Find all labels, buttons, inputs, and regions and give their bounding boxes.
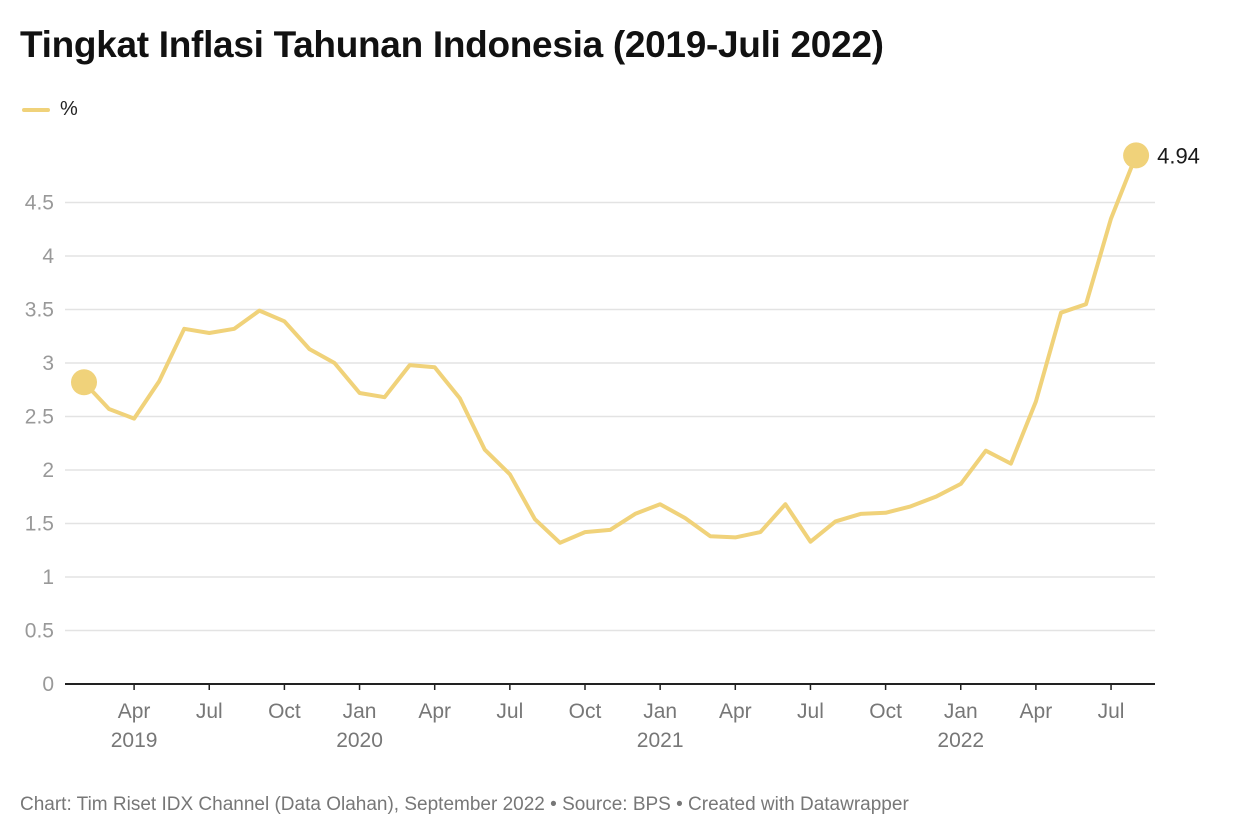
x-tick-year-label: 2019 [111, 729, 158, 752]
x-tick-label: Jul [797, 700, 824, 723]
x-tick-label: Jan [643, 700, 677, 723]
footer-credit: Chart: Tim Riset IDX Channel (Data Olaha… [20, 794, 909, 815]
x-tick-label: Oct [869, 700, 902, 723]
legend-label: % [60, 98, 78, 120]
x-tick-label: Jan [944, 700, 978, 723]
legend-swatch [22, 107, 50, 112]
y-tick-label: 0.5 [25, 620, 54, 643]
y-tick-label: 4 [42, 245, 54, 268]
y-tick-label: 4.5 [25, 192, 54, 215]
y-tick-label: 1 [42, 566, 54, 589]
y-tick-label: 1.5 [25, 513, 54, 536]
x-axis: Apr 2019 Jul Oct Jan 2020 Apr Jul Oct Jan 2021 Apr J… [65, 683, 1155, 752]
x-tick-label: Jul [1098, 700, 1125, 723]
legend: % [22, 98, 78, 121]
x-tick-label: Jan [343, 700, 377, 723]
y-tick-label: 2 [42, 459, 54, 482]
end-point-marker [1123, 142, 1150, 169]
x-tick-year-label: 2022 [937, 729, 984, 752]
end-value-label: 4.94 [1157, 143, 1200, 168]
grid-layer: 0 0.5 1 1.5 2 2.5 3 3.5 4 4.5 [25, 192, 1155, 696]
x-tick-year-label: 2020 [336, 729, 383, 752]
x-tick-label: Oct [569, 700, 602, 723]
x-tick-label: Apr [118, 700, 151, 723]
y-tick-label: 3.5 [25, 299, 54, 322]
x-tick-label: Jul [496, 700, 523, 723]
x-tick-year-label: 2021 [637, 729, 684, 752]
x-tick-label: Apr [1020, 700, 1053, 723]
x-tick-label: Apr [418, 700, 451, 723]
y-tick-label: 2.5 [25, 406, 54, 429]
y-tick-label: 0 [42, 673, 54, 696]
series-line [82, 153, 1139, 545]
y-tick-label: 3 [42, 352, 54, 375]
chart-title: Tingkat Inflasi Tahunan Indonesia (2019-… [20, 24, 884, 65]
x-tick-label: Oct [268, 700, 301, 723]
x-tick-label: Jul [196, 700, 223, 723]
start-point-marker [71, 369, 97, 396]
series-layer: 4.94 [71, 142, 1200, 545]
x-tick-label: Apr [719, 700, 752, 723]
